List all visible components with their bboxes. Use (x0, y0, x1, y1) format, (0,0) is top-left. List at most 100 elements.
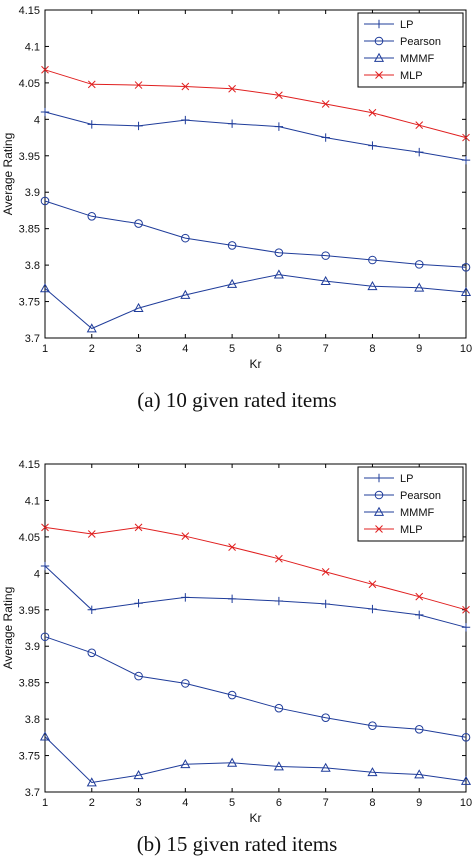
chart-a-point-lp (461, 155, 471, 165)
chart-panel-a: 1 2 3 4 5 6 7 8 9 10 3.7 3.75 3.8 3.85 3.9 3.95 4 4.05 4.1… (0, 0, 474, 428)
chart-a-legend-marker-pearson (374, 36, 384, 46)
chart-b-y-tick-label: 4.05 (19, 532, 40, 544)
chart-a-point-mlp (275, 91, 283, 100)
chart-a-point-mmmf (39, 283, 51, 293)
chart-a-legend-marker-lp (374, 19, 384, 29)
chart-a-x-axis-label: Kr (250, 357, 262, 371)
chart-a-x-tick-label: 9 (416, 343, 422, 355)
chart-b-series-line-lp (44, 565, 467, 628)
chart-b-point-mmmf (133, 770, 144, 780)
chart-a-point-mmmf (227, 278, 238, 288)
chart-b-point-lp (321, 599, 330, 609)
chart-a-series-line-mmmf (44, 274, 467, 330)
chart-a-point-mmmf (460, 286, 472, 296)
chart-a-point-pearson (461, 262, 471, 272)
chart-b-point-lp (274, 596, 284, 606)
chart-b-point-mlp (87, 530, 96, 538)
chart-b-point-pearson (181, 679, 190, 688)
chart-b-point-mmmf (320, 762, 331, 772)
chart-b-y-tick-label: 3.8 (25, 714, 40, 726)
chart-a-point-lp (181, 115, 190, 125)
chart-a-legend-label-mlp: MLP (400, 70, 423, 82)
chart-a-point-lp (134, 121, 143, 131)
chart-a-y-tick-label: 3.8 (25, 260, 40, 272)
chart-b-legend-label-mmmf: MMMF (400, 507, 434, 519)
chart-a-y-tick-label: 3.9 (25, 187, 40, 199)
chart-b-y-tick-label: 3.85 (19, 678, 40, 690)
chart-a-point-mmmf (273, 269, 284, 279)
chart-b-point-mlp (462, 605, 470, 614)
chart-b-legend-marker-pearson (374, 490, 384, 500)
chart-a: 1 2 3 4 5 6 7 8 9 10 3.7 3.75 3.8 3.85 3.9 3.95 4 4.05 4.1… (1, 5, 472, 371)
chart-a-point-mmmf (367, 281, 378, 291)
chart-b-x-tick-label: 3 (135, 797, 141, 809)
chart-a-legend-label-lp: LP (400, 19, 413, 31)
chart-a-point-mmmf (86, 323, 97, 333)
chart-a-point-pearson (274, 248, 284, 258)
chart-b-x-tick-label: 2 (89, 797, 95, 809)
chart-a-x-tick-label: 8 (369, 343, 375, 355)
chart-b-point-lp (134, 599, 143, 608)
chart-a-point-lp (274, 122, 284, 131)
chart-a-point-pearson (181, 233, 190, 243)
chart-b-y-tick-label: 3.9 (25, 641, 40, 653)
chart-a-point-mmmf (180, 289, 191, 299)
chart-b-x-axis-label: Kr (250, 811, 262, 825)
chart-b-point-mlp (181, 532, 190, 541)
chart-b-legend-marker-lp (374, 473, 384, 483)
chart-b-legend-label-mlp: MLP (400, 524, 423, 536)
chart-a-point-lp (87, 120, 96, 129)
chart-a-point-mmmf (320, 275, 331, 286)
chart-a-y-tick-label: 4.1 (25, 41, 40, 53)
chart-a-point-mlp (415, 121, 424, 130)
chart-b-legend-label-lp: LP (400, 473, 413, 485)
chart-a-x-tick-label: 7 (323, 343, 329, 355)
chart-b-point-mlp (228, 543, 236, 551)
chart-b-legend-label-pearson: Pearson (400, 490, 441, 502)
chart-a-y-tick-label: 3.85 (19, 224, 40, 236)
chart-a-point-pearson (227, 241, 237, 250)
chart-b-point-pearson (274, 703, 284, 713)
chart-b-point-pearson (461, 733, 471, 742)
chart-a-y-axis-label: Average Rating (1, 133, 15, 216)
chart-b-point-lp (461, 623, 471, 632)
chart-a-point-lp (321, 133, 330, 142)
caption-a: (a) 10 given rated items (137, 388, 337, 412)
chart-a-point-pearson (321, 251, 330, 260)
chart-a-point-pearson (40, 196, 50, 206)
chart-b-point-mlp (415, 592, 424, 601)
chart-a-point-mmmf (414, 282, 425, 292)
chart-panel-b: 1 2 3 4 5 6 7 8 9 10 3.7 3.75 3.8 3.85 3.9 3.95 4 4.05 4.1… (0, 428, 474, 856)
chart-a-plot-frame (44, 9, 467, 339)
chart-b-point-lp (87, 605, 96, 614)
chart-a-point-mlp (462, 133, 470, 142)
chart-b-point-mmmf (460, 775, 472, 785)
chart-b-point-pearson (40, 632, 50, 642)
chart-b-point-mlp (134, 523, 143, 532)
chart-b-y-axis-label: Average Rating (1, 587, 15, 670)
chart-a-point-pearson (87, 211, 97, 221)
chart-a-x-tick-label: 10 (460, 343, 472, 355)
chart-b-point-mmmf (86, 777, 97, 787)
chart-a-point-mlp (134, 81, 143, 89)
chart-a-point-mlp (228, 84, 236, 93)
chart-b-point-mlp (275, 554, 283, 563)
chart-b-point-lp (368, 604, 377, 614)
chart-a-legend-label-pearson: Pearson (400, 36, 441, 48)
chart-b-x-tick-label: 10 (460, 797, 472, 809)
chart-b-x-tick-label: 7 (323, 797, 329, 809)
chart-b-point-lp (415, 610, 424, 620)
chart-b-series-line-mmmf (44, 736, 467, 784)
chart-a-series-line-mlp (44, 69, 467, 139)
chart-b-point-mmmf (227, 757, 238, 767)
chart-a-x-tick-label: 4 (182, 343, 188, 355)
chart-a-point-lp (40, 107, 50, 117)
chart-a-y-tick-label: 4 (34, 114, 40, 126)
chart-b-point-lp (40, 561, 50, 571)
chart-a-point-pearson (368, 255, 377, 265)
chart-b-point-mmmf (273, 761, 284, 771)
chart-b-point-pearson (227, 690, 237, 700)
chart-a-y-tick-label: 4.15 (19, 5, 40, 17)
chart-b-point-lp (181, 593, 190, 602)
chart-a-x-tick-label: 1 (42, 343, 48, 355)
